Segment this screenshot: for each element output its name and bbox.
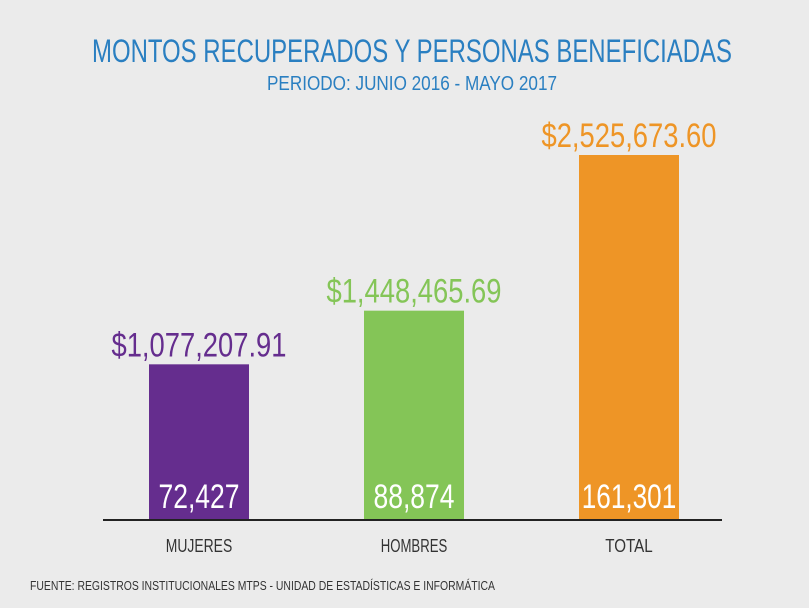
bar (579, 155, 679, 520)
bar (149, 364, 249, 520)
value-label: $2,525,673.60 (542, 117, 717, 155)
value-label: $1,077,207.91 (112, 326, 287, 364)
count-label: 88,874 (374, 478, 455, 516)
count-label: 161,301 (582, 478, 677, 516)
value-label: $1,448,465.69 (327, 273, 502, 311)
x-tick-label: HOMBRES (381, 536, 448, 556)
chart-title: MONTOS RECUPERADOS Y PERSONAS BENEFICIAD… (92, 33, 732, 69)
x-tick-label: TOTAL (605, 536, 653, 556)
bar (364, 310, 464, 520)
count-label: 72,427 (159, 478, 240, 516)
x-tick-label: MUJERES (166, 536, 233, 556)
source-note: FUENTE: REGISTROS INSTITUCIONALES MTPS -… (30, 578, 495, 593)
chart-subtitle: PERIODO: JUNIO 2016 - MAYO 2017 (267, 73, 557, 95)
